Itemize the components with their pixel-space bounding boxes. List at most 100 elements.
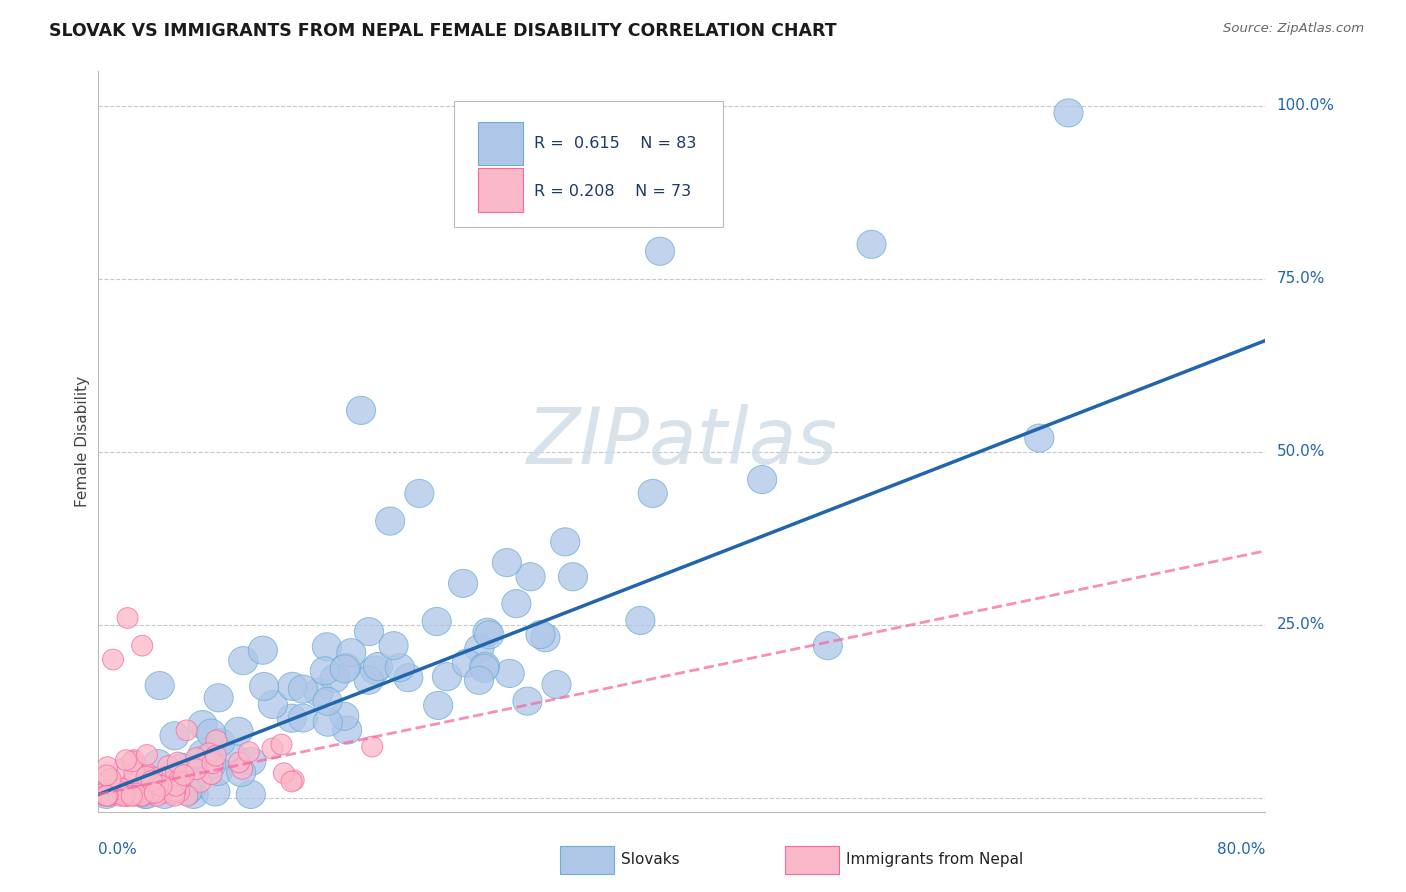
Ellipse shape	[165, 783, 186, 804]
Ellipse shape	[813, 632, 842, 660]
Ellipse shape	[363, 652, 392, 681]
Ellipse shape	[449, 569, 478, 598]
Ellipse shape	[271, 734, 292, 755]
Ellipse shape	[132, 786, 153, 806]
Ellipse shape	[115, 750, 136, 771]
Ellipse shape	[856, 230, 886, 259]
Ellipse shape	[330, 655, 360, 683]
Ellipse shape	[638, 479, 668, 508]
Ellipse shape	[136, 766, 157, 787]
Ellipse shape	[531, 624, 560, 652]
Ellipse shape	[239, 741, 259, 763]
FancyBboxPatch shape	[478, 169, 523, 212]
Ellipse shape	[166, 775, 187, 797]
Ellipse shape	[143, 749, 173, 778]
Ellipse shape	[332, 653, 361, 681]
Ellipse shape	[112, 758, 134, 779]
Text: 80.0%: 80.0%	[1218, 842, 1265, 857]
Ellipse shape	[502, 590, 531, 617]
Text: Slovaks: Slovaks	[621, 853, 681, 867]
Text: Immigrants from Nepal: Immigrants from Nepal	[846, 853, 1024, 867]
Ellipse shape	[204, 757, 232, 786]
Ellipse shape	[160, 722, 188, 750]
Ellipse shape	[94, 786, 115, 806]
Ellipse shape	[136, 745, 157, 765]
Ellipse shape	[1025, 424, 1054, 452]
Text: 75.0%: 75.0%	[1277, 271, 1324, 286]
Ellipse shape	[360, 656, 389, 684]
Ellipse shape	[354, 617, 384, 646]
Ellipse shape	[166, 768, 187, 789]
Text: R = 0.208    N = 73: R = 0.208 N = 73	[534, 184, 690, 199]
Ellipse shape	[526, 621, 555, 648]
Ellipse shape	[148, 774, 169, 796]
Ellipse shape	[121, 786, 142, 806]
Ellipse shape	[96, 765, 117, 786]
Ellipse shape	[385, 654, 415, 681]
Ellipse shape	[169, 781, 190, 802]
Ellipse shape	[152, 783, 173, 804]
Ellipse shape	[111, 779, 132, 799]
Text: 50.0%: 50.0%	[1277, 444, 1324, 459]
Ellipse shape	[423, 691, 453, 720]
Ellipse shape	[100, 786, 121, 806]
Ellipse shape	[156, 766, 177, 787]
Ellipse shape	[142, 767, 163, 788]
Ellipse shape	[124, 763, 145, 784]
Ellipse shape	[146, 786, 167, 806]
Ellipse shape	[97, 756, 118, 778]
Ellipse shape	[205, 730, 226, 751]
Ellipse shape	[259, 690, 287, 719]
Ellipse shape	[375, 507, 405, 535]
Ellipse shape	[405, 479, 434, 508]
Ellipse shape	[354, 666, 384, 694]
Ellipse shape	[472, 618, 502, 646]
Ellipse shape	[232, 758, 253, 780]
Ellipse shape	[229, 647, 257, 674]
Ellipse shape	[249, 636, 277, 665]
Ellipse shape	[273, 763, 294, 783]
Ellipse shape	[188, 711, 217, 739]
Ellipse shape	[190, 772, 211, 792]
Ellipse shape	[122, 751, 143, 772]
Ellipse shape	[475, 621, 503, 648]
Ellipse shape	[277, 704, 307, 732]
Ellipse shape	[157, 756, 179, 776]
Ellipse shape	[281, 772, 302, 792]
Ellipse shape	[115, 782, 136, 803]
Ellipse shape	[173, 764, 194, 786]
Ellipse shape	[465, 634, 494, 663]
Ellipse shape	[471, 652, 499, 681]
Ellipse shape	[201, 778, 231, 806]
Ellipse shape	[103, 649, 124, 670]
Ellipse shape	[167, 754, 197, 781]
Ellipse shape	[176, 720, 197, 740]
Ellipse shape	[179, 780, 208, 808]
Ellipse shape	[139, 783, 160, 804]
Ellipse shape	[224, 717, 253, 746]
Ellipse shape	[314, 708, 343, 736]
Ellipse shape	[145, 782, 166, 804]
Ellipse shape	[380, 632, 408, 660]
Ellipse shape	[470, 654, 499, 682]
Ellipse shape	[188, 739, 218, 768]
Ellipse shape	[464, 666, 494, 694]
Ellipse shape	[361, 736, 382, 757]
Ellipse shape	[120, 774, 141, 795]
Ellipse shape	[91, 784, 112, 805]
Ellipse shape	[167, 752, 188, 772]
Ellipse shape	[197, 719, 226, 747]
Ellipse shape	[97, 780, 118, 800]
Ellipse shape	[132, 780, 162, 808]
Ellipse shape	[346, 396, 375, 425]
Ellipse shape	[117, 607, 138, 628]
Ellipse shape	[132, 635, 153, 656]
Ellipse shape	[139, 767, 160, 788]
Ellipse shape	[1054, 99, 1083, 127]
Ellipse shape	[91, 780, 121, 808]
Text: 25.0%: 25.0%	[1277, 617, 1324, 632]
Ellipse shape	[226, 758, 256, 787]
Ellipse shape	[453, 649, 481, 677]
Ellipse shape	[198, 743, 219, 764]
Ellipse shape	[278, 673, 307, 700]
